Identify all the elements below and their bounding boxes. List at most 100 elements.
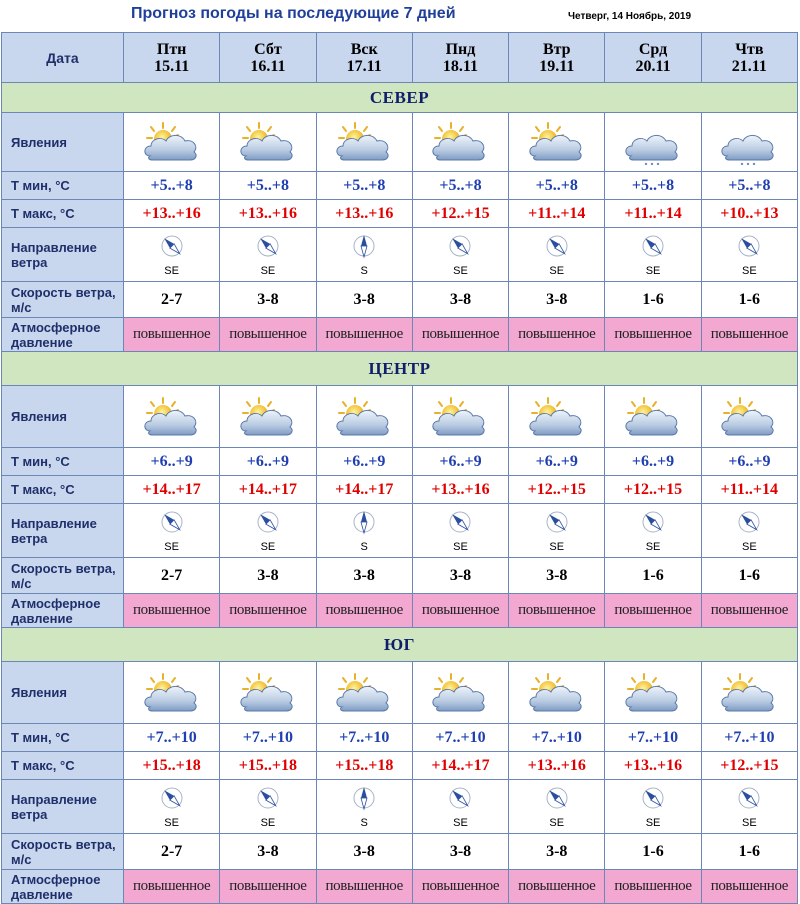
partly-cloudy-icon (317, 119, 411, 165)
pressure-value: повышенное (315, 593, 413, 628)
tmin-value: +5..+8 (508, 171, 606, 200)
partly-cloudy-icon (413, 119, 507, 165)
partly-cloudy-icon (317, 670, 411, 716)
day-date: 21.11 (731, 57, 767, 75)
wind-direction-cell: SE (219, 227, 317, 282)
tmax-value: +15..+18 (315, 751, 413, 780)
tmin-value: +6..+9 (315, 447, 413, 476)
wind-direction-text: SE (260, 540, 276, 553)
wind-direction-cell: SE (508, 227, 606, 282)
phenomena-label: Явления (1, 112, 124, 172)
tmax-row: Т макс, °С +13..+16 +13..+16 +13..+16 +12..+… (1, 199, 799, 228)
partly-cloudy-icon (606, 670, 700, 716)
weather-cell (219, 661, 317, 724)
wind-direction-text: SE (260, 264, 276, 277)
region-name: ЮГ (1, 627, 798, 662)
page-header: Прогноз погоды на последующие 7 дней Чет… (0, 0, 800, 32)
wind-direction-text: SE (742, 540, 757, 553)
weather-cell (122, 385, 221, 448)
wind-speed-value: 3-8 (219, 833, 317, 870)
tmax-value: +12..+15 (604, 475, 702, 504)
weather-cell (700, 112, 799, 172)
tmax-value: +15..+18 (122, 751, 221, 780)
pressure-value: повышенное (508, 593, 606, 628)
wind-direction-text: SE (453, 540, 468, 553)
weather-cell (315, 661, 413, 724)
wind-direction-cell: SE (122, 503, 221, 558)
day-name: Чтв (735, 40, 764, 58)
compass-icon (161, 233, 183, 264)
weather-cell (508, 385, 606, 448)
compass-icon (353, 233, 375, 264)
wind-direction-cell: SE (411, 503, 510, 558)
partly-cloudy-icon (221, 119, 315, 165)
cloudy-light-snow-icon (702, 119, 796, 165)
wind-speed-value: 1-6 (604, 557, 702, 594)
region-name: СЕВЕР (1, 82, 798, 113)
wind-direction-text: SE (645, 816, 661, 829)
tmin-value: +6..+9 (604, 447, 702, 476)
wind-direction-text: S (360, 816, 368, 829)
day-date: 19.11 (539, 57, 575, 75)
weather-cell (315, 385, 413, 448)
wind-direction-text: S (360, 264, 368, 277)
wind-direction-cell: SE (700, 779, 799, 834)
wind-speed-value: 1-6 (700, 557, 799, 594)
date-header-row: Дата Птн 15.11 Сбт 16.11 Вск 17.11 Пнд 18.11 Втр 1… (1, 32, 799, 83)
weather-cell (508, 112, 606, 172)
wind-direction-text: SE (164, 264, 179, 277)
wind-direction-cell: SE (604, 227, 702, 282)
compass-icon (546, 233, 568, 264)
weather-cell (122, 661, 221, 724)
wind-speed-label: Скорость ветра, м/с (1, 281, 124, 318)
wind-speed-value: 3-8 (411, 281, 510, 318)
pressure-value: повышенное (411, 869, 510, 904)
wind-direction-text: SE (549, 816, 565, 829)
pressure-value: повышенное (604, 869, 702, 904)
compass-icon (738, 785, 760, 816)
pressure-value: повышенное (604, 593, 702, 628)
tmin-value: +5..+8 (122, 171, 221, 200)
cloudy-light-snow-icon (606, 119, 700, 165)
partly-cloudy-icon (125, 394, 219, 440)
tmin-value: +5..+8 (315, 171, 413, 200)
wind-speed-value: 1-6 (700, 833, 799, 870)
region-header-north: СЕВЕР (1, 82, 798, 113)
current-date: Четверг, 14 Ноябрь, 2019 (568, 11, 692, 22)
tmax-label: Т макс, °С (1, 751, 124, 780)
region-header-south: ЮГ (1, 627, 798, 662)
pressure-row: Атмосферное давление повышенное повышенное… (1, 317, 799, 352)
tmax-row: Т макс, °С +15..+18 +15..+18 +15..+18 +14..+… (1, 751, 799, 780)
wind-direction-cell: S (315, 503, 413, 558)
compass-icon (546, 509, 568, 540)
pressure-row: Атмосферное давление повышенное повышенное… (1, 593, 799, 628)
tmax-value: +14..+17 (411, 751, 510, 780)
tmax-value: +13..+16 (604, 751, 702, 780)
pressure-value: повышенное (604, 317, 702, 352)
wind-speed-value: 1-6 (604, 281, 702, 318)
tmin-value: +7..+10 (315, 723, 413, 752)
pressure-value: повышенное (315, 869, 413, 904)
day-date: 15.11 (154, 57, 190, 75)
weather-cell (411, 661, 510, 724)
wind-speed-row: Скорость ветра, м/с 2-7 3-8 3-8 3-8 3-8 1-6 1-6 (1, 281, 799, 318)
day-header-1: Птн 15.11 (122, 32, 221, 83)
tmin-value: +5..+8 (700, 171, 799, 200)
region-name: ЦЕНТР (1, 351, 798, 386)
wind-speed-value: 3-8 (508, 833, 606, 870)
wind-speed-value: 3-8 (315, 833, 413, 870)
pressure-value: повышенное (219, 593, 317, 628)
weather-cell (604, 112, 702, 172)
pressure-row: Атмосферное давление повышенное повышенное… (1, 869, 799, 904)
weather-cell (508, 661, 606, 724)
phenomena-row: Явления (1, 661, 799, 724)
wind-direction-cell: SE (219, 503, 317, 558)
weather-cell (411, 385, 510, 448)
wind-direction-cell: SE (700, 503, 799, 558)
weather-cell (411, 112, 510, 172)
partly-cloudy-icon (221, 670, 315, 716)
tmax-value: +15..+18 (219, 751, 317, 780)
weather-cell (219, 112, 317, 172)
wind-direction-cell: S (315, 227, 413, 282)
pressure-value: повышенное (700, 317, 799, 352)
